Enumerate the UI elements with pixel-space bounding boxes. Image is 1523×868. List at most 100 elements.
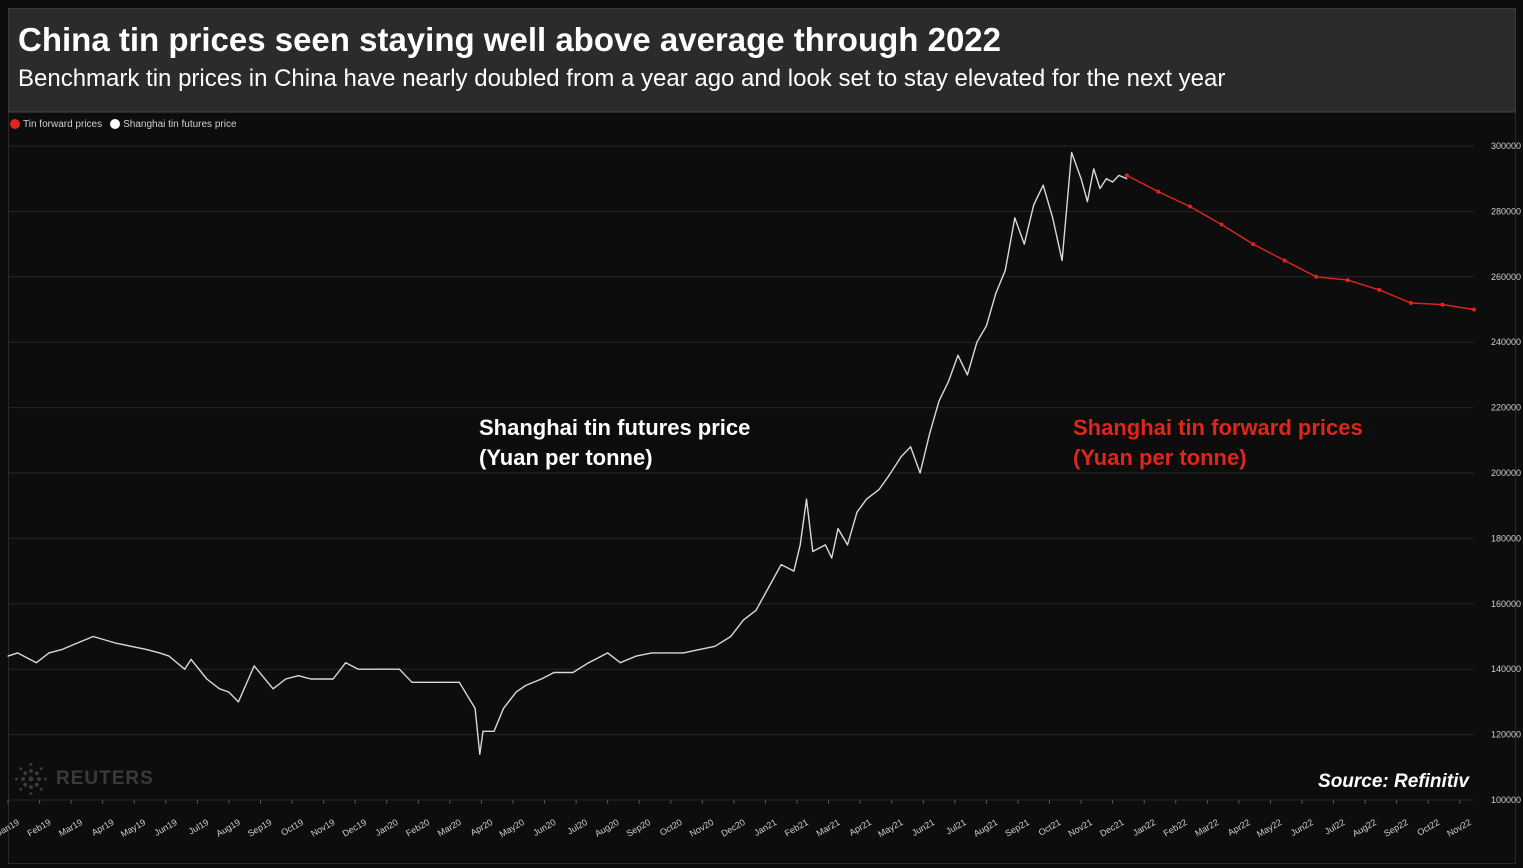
- x-tick-label: Aug21: [972, 817, 1000, 839]
- futures-point: [1070, 151, 1073, 154]
- futures-point: [1080, 178, 1082, 180]
- y-tick-label: 220000: [1491, 403, 1521, 413]
- futures-point: [768, 586, 770, 589]
- y-tick-label: 100000: [1491, 795, 1521, 805]
- futures-point: [714, 645, 716, 647]
- x-tick-label: Apr19: [90, 817, 116, 838]
- futures-point: [1112, 181, 1114, 183]
- plot-frame: [8, 112, 1516, 864]
- forward-point: [1251, 242, 1256, 247]
- y-tick-label: 300000: [1491, 141, 1521, 151]
- forward-point: [1408, 300, 1413, 305]
- x-tick-label: Jul20: [565, 817, 589, 836]
- futures-point: [389, 668, 391, 670]
- x-tick-label: Oct20: [658, 817, 684, 838]
- futures-point: [345, 662, 347, 664]
- futures-point: [168, 655, 170, 657]
- forward-point: [1440, 302, 1445, 307]
- futures-point: [651, 652, 653, 654]
- futures-point: [515, 691, 517, 693]
- futures-point: [755, 609, 757, 611]
- chart-title: China tin prices seen staying well above…: [18, 21, 1002, 58]
- futures-point: [184, 668, 186, 670]
- futures-point: [793, 570, 795, 572]
- y-tick-label: 140000: [1491, 664, 1521, 674]
- x-tick-label: Mar20: [436, 817, 463, 838]
- forward-series: [1124, 173, 1476, 312]
- futures-point: [48, 652, 50, 654]
- forward-annotation: Shanghai tin forward prices (Yuan per to…: [1073, 413, 1363, 473]
- x-tick-label: Jul21: [944, 817, 968, 836]
- x-tick-label: Jun21: [910, 817, 936, 838]
- futures-point: [1126, 178, 1128, 180]
- x-tick-label: May21: [876, 817, 904, 839]
- forward-point: [1314, 274, 1319, 279]
- y-tick-label: 280000: [1491, 206, 1521, 216]
- futures-point: [376, 668, 378, 670]
- x-tick-label: Jul19: [187, 817, 211, 836]
- y-tick-label: 240000: [1491, 337, 1521, 347]
- futures-point: [1014, 217, 1016, 219]
- futures-point: [957, 354, 959, 356]
- futures-point: [919, 472, 921, 474]
- futures-point: [228, 691, 230, 693]
- futures-series: [7, 151, 1128, 755]
- x-tick-label: Nov22: [1445, 817, 1473, 839]
- futures-point: [900, 456, 902, 458]
- futures-point: [218, 688, 221, 690]
- x-tick-label: Apr21: [847, 817, 873, 838]
- x-tick-label: Sep20: [625, 817, 653, 839]
- futures-point: [572, 671, 574, 674]
- x-tick-label: Nov19: [309, 817, 337, 839]
- x-tick-label: Jan20: [373, 817, 399, 838]
- y-tick-label: 260000: [1491, 272, 1521, 282]
- legend-item-futures[interactable]: Shanghai tin futures price: [110, 119, 237, 130]
- futures-point: [607, 652, 609, 654]
- futures-point: [910, 446, 912, 448]
- futures-point: [310, 678, 312, 680]
- futures-point: [272, 688, 274, 690]
- x-tick-label: Oct22: [1415, 817, 1441, 838]
- legend-item-forward[interactable]: Tin forward prices: [10, 119, 102, 130]
- x-tick-label: Oct21: [1037, 817, 1063, 838]
- futures-point: [190, 658, 192, 660]
- y-tick-label: 120000: [1491, 730, 1521, 740]
- futures-point: [1052, 217, 1054, 219]
- x-tick-label: Sep19: [246, 817, 274, 839]
- x-tick-label: Jan19: [0, 817, 21, 838]
- futures-point: [76, 642, 79, 644]
- futures-point: [1118, 174, 1120, 177]
- futures-point: [92, 635, 94, 638]
- x-tick-label: Nov21: [1067, 817, 1095, 839]
- forward-point: [1472, 307, 1476, 312]
- futures-point: [417, 681, 419, 683]
- futures-point: [1023, 243, 1025, 245]
- x-tick-label: Aug20: [593, 817, 621, 839]
- futures-point: [114, 642, 116, 644]
- futures-point: [16, 652, 19, 654]
- forward-point: [1156, 189, 1161, 194]
- x-tick-label: Aug22: [1351, 817, 1379, 839]
- futures-point: [667, 652, 669, 654]
- futures-point: [780, 563, 782, 566]
- futures-point: [837, 527, 839, 530]
- futures-point: [1099, 187, 1101, 190]
- x-tick-label: Apr22: [1226, 817, 1252, 838]
- futures-point: [878, 488, 880, 490]
- futures-point: [1061, 259, 1063, 262]
- futures-point: [1105, 178, 1107, 180]
- futures-point: [357, 668, 359, 670]
- x-tick-label: Apr20: [469, 817, 495, 838]
- x-tick-label: Sep22: [1382, 817, 1410, 839]
- x-tick-label: Jan21: [752, 817, 778, 838]
- futures-point: [332, 678, 334, 680]
- x-tick-label: Dec20: [719, 817, 747, 839]
- forward-annotation-line2: (Yuan per tonne): [1073, 445, 1247, 470]
- futures-point: [502, 707, 505, 710]
- x-tick-label: Feb22: [1162, 817, 1189, 838]
- futures-point: [730, 635, 732, 638]
- forward-point: [1377, 287, 1382, 292]
- futures-annotation-line1: Shanghai tin futures price: [479, 415, 751, 440]
- x-tick-label: Feb20: [404, 817, 431, 838]
